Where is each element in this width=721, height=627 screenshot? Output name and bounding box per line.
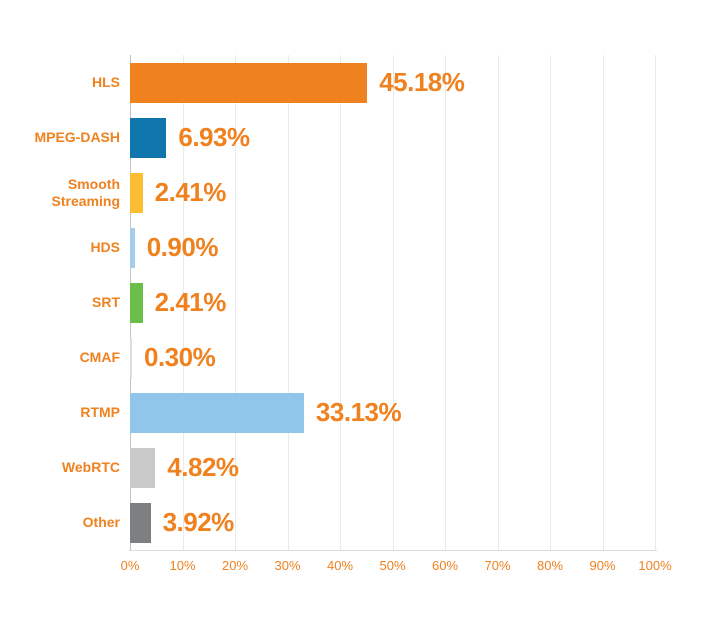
x-axis-tick-label: 50% [379, 558, 406, 573]
bar [130, 337, 132, 378]
bar [130, 172, 143, 213]
gridline [655, 55, 656, 550]
bar [130, 117, 167, 158]
x-axis-tick-label: 0% [120, 558, 140, 573]
category-label: WebRTC [61, 459, 120, 475]
category-label: CMAF [79, 349, 120, 365]
x-axis-tick-label: 60% [431, 558, 459, 573]
gridline [182, 55, 184, 550]
gridline [340, 55, 341, 550]
x-axis-line [129, 550, 657, 551]
bar [130, 447, 156, 488]
value-label: 2.41% [154, 177, 227, 207]
gridline [602, 55, 604, 550]
category-label: SRT [92, 294, 120, 310]
bar [130, 62, 368, 103]
gridline [235, 55, 236, 550]
x-axis-tick-label: 80% [536, 558, 564, 573]
value-label: 45.18% [379, 67, 465, 97]
x-axis-tick-label: 20% [221, 558, 249, 573]
value-label: 4.82% [167, 452, 239, 482]
gridline [445, 55, 446, 550]
bar [130, 282, 143, 323]
x-axis-tick-label: 90% [589, 558, 616, 573]
gridline [287, 55, 289, 550]
value-label: 0.90% [146, 232, 219, 262]
category-label: HLS [92, 74, 120, 90]
category-label: HDS [90, 239, 120, 255]
x-axis-tick-label: 30% [274, 558, 301, 573]
value-label: 0.30% [144, 342, 216, 372]
value-label: 6.93% [178, 122, 250, 152]
gridline [497, 55, 499, 550]
category-label: Smooth Streaming [51, 175, 120, 209]
value-label: 3.92% [162, 507, 235, 537]
value-label: 33.13% [315, 397, 402, 427]
value-label: 2.41% [154, 287, 227, 317]
bar [130, 392, 304, 433]
gridline [392, 55, 394, 550]
x-axis-tick-label: 100% [638, 558, 672, 573]
x-axis-tick-label: 40% [326, 558, 354, 573]
category-label: RTMP [80, 404, 120, 420]
x-axis-tick-label: 70% [484, 558, 511, 573]
bar [130, 502, 151, 543]
gridline [550, 55, 551, 550]
bar [130, 227, 135, 268]
category-label: MPEG-DASH [34, 129, 120, 145]
category-label: Other [82, 514, 120, 530]
x-axis-tick-label: 10% [169, 558, 196, 573]
